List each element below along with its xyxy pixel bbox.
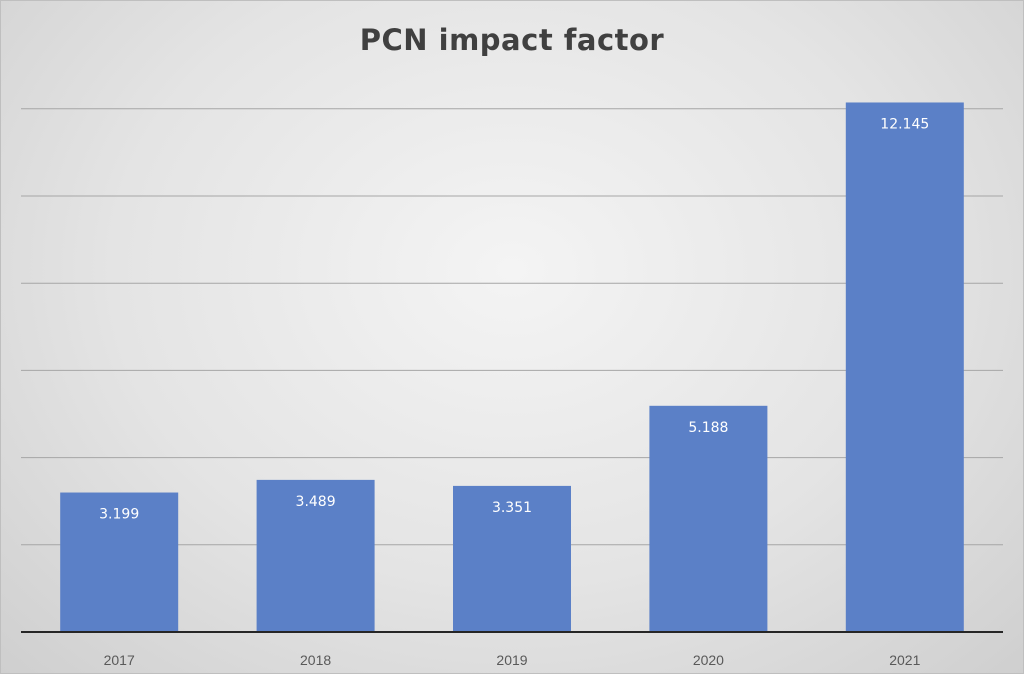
bar-2019 [453, 485, 571, 632]
bar-2020 [649, 405, 768, 632]
x-tick-label-2021: 2021 [889, 652, 920, 668]
data-labels: 3.199 3.489 3.351 5.188 12.145 [99, 116, 929, 522]
x-tick-label-2019: 2019 [496, 652, 527, 668]
x-axis: 2017 2018 2019 2020 2021 [21, 631, 1003, 668]
bars [60, 102, 964, 632]
x-tick-label-2020: 2020 [693, 652, 724, 668]
data-label-2021: 12.145 [880, 116, 929, 132]
bar-2017 [60, 492, 179, 632]
data-label-2019: 3.351 [492, 500, 532, 516]
gridlines [21, 108, 1003, 546]
data-label-2017: 3.199 [99, 507, 139, 523]
x-tick-label-2018: 2018 [300, 652, 331, 668]
data-label-2018: 3.489 [296, 494, 336, 510]
chart-title: PCN impact factor [359, 23, 665, 57]
data-label-2020: 5.188 [688, 420, 728, 436]
bar-2021 [845, 102, 964, 632]
bar-2018 [256, 479, 375, 632]
x-tick-label-2017: 2017 [104, 652, 135, 668]
